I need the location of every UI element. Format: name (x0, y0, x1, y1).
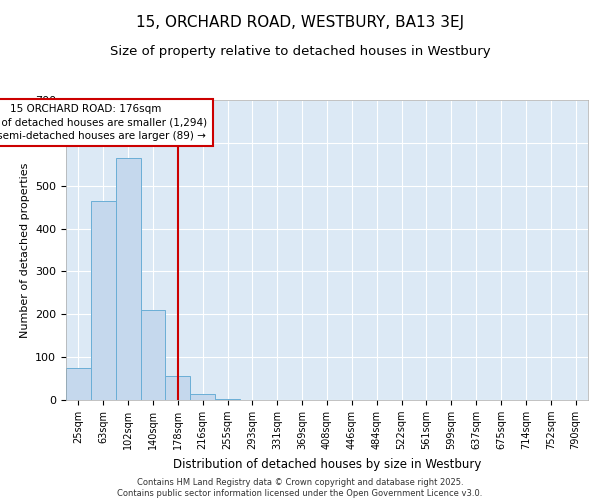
Text: 15 ORCHARD ROAD: 176sqm
← 93% of detached houses are smaller (1,294)
6% of semi-: 15 ORCHARD ROAD: 176sqm ← 93% of detache… (0, 104, 208, 141)
Text: 15, ORCHARD ROAD, WESTBURY, BA13 3EJ: 15, ORCHARD ROAD, WESTBURY, BA13 3EJ (136, 15, 464, 30)
Bar (166, 376, 190, 400)
Bar (66, 368, 91, 400)
Text: Contains HM Land Registry data © Crown copyright and database right 2025.
Contai: Contains HM Land Registry data © Crown c… (118, 478, 482, 498)
Bar (140, 310, 166, 400)
Bar (91, 200, 116, 400)
Bar (116, 158, 140, 400)
Text: Size of property relative to detached houses in Westbury: Size of property relative to detached ho… (110, 45, 490, 58)
Y-axis label: Number of detached properties: Number of detached properties (20, 162, 29, 338)
Bar (215, 398, 240, 400)
Bar (190, 394, 215, 400)
X-axis label: Distribution of detached houses by size in Westbury: Distribution of detached houses by size … (173, 458, 481, 470)
